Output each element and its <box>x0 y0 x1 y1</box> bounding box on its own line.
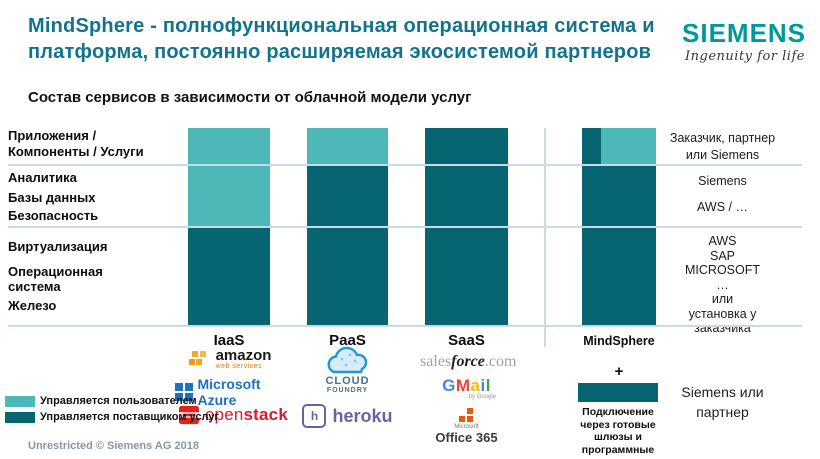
managed-by-row1: Заказчик, партнер или Siemens <box>669 131 776 162</box>
mindsphere-gateway-bar <box>578 383 658 402</box>
gmail-letter-l: l <box>485 376 491 395</box>
siemens-wordmark: SIEMENS <box>682 18 807 48</box>
gmail-letter-g: G <box>442 376 456 395</box>
bar-iaas-user <box>188 128 270 227</box>
office-wordmark: Office 365 <box>435 429 498 445</box>
azure-window-icon <box>175 383 193 401</box>
aws-cubes-icon <box>188 350 206 365</box>
mindsphere-gateway-note: Подключение через готовые шлюзы и програ… <box>580 406 656 459</box>
layer-apps-label: Приложения / Компоненты / Услуги <box>8 128 144 159</box>
column-label-paas: PaaS <box>329 332 366 349</box>
legend-swatch-user <box>5 396 35 407</box>
layer-virtualization-label: Виртуализация <box>8 239 108 254</box>
gmail-wordmark: GMail <box>425 376 508 395</box>
office-microsoft-label: Microsoft <box>454 423 479 430</box>
bar-mindsphere-provider <box>582 165 656 326</box>
mindsphere-plus: + <box>614 363 624 380</box>
managed-by-row2-siemens: Siemens <box>698 174 747 188</box>
logo-microsoft-azure: Microsoft Azure <box>175 376 285 408</box>
office-squares-icon <box>459 408 508 422</box>
gmail-letter-a: a <box>470 376 481 395</box>
legend-label-user: Управляется пользователем <box>40 395 197 407</box>
gmail-by-google: by Google <box>468 394 496 400</box>
logo-gmail: GMail by Google <box>425 376 508 400</box>
salesforce-com: .com <box>484 353 517 370</box>
openstack-wordmark: openstack <box>205 405 288 425</box>
logo-heroku: h heroku <box>300 404 395 428</box>
cloud-foundry-line1: CLOUD <box>325 375 370 387</box>
logo-openstack: openstack <box>178 404 288 426</box>
legend-swatch-provider <box>5 412 35 423</box>
siemens-logo: SIEMENS Ingenuity for life <box>682 18 808 64</box>
openstack-icon <box>178 405 199 425</box>
heroku-wordmark: heroku <box>332 405 393 426</box>
legend-label-provider: Управляется поставщиком услуг <box>40 411 220 423</box>
column-label-saas: SaaS <box>448 332 485 349</box>
layer-os-label: Операционная система <box>8 264 103 294</box>
logo-cloud-foundry: CLOUD FOUNDRY <box>307 346 388 394</box>
column-label-iaas: IaaS <box>213 332 245 349</box>
managed-by-row3: AWS SAP MICROSOFT … или установка у зака… <box>685 234 760 335</box>
page-title: MindSphere - полнофункциональная операци… <box>28 15 655 63</box>
openstack-stack: stack <box>243 405 288 424</box>
openstack-open: open <box>204 405 244 424</box>
layer-security-label: Безопасность <box>8 208 99 223</box>
bar-mindsphere-user-top <box>601 128 656 165</box>
gridline-bottom <box>8 325 802 327</box>
bar-paas-provider <box>307 165 388 326</box>
chart-subtitle: Состав сервисов в зависимости от облачно… <box>28 89 472 106</box>
siemens-tagline: Ingenuity for life <box>685 49 805 64</box>
bar-paas-user <box>307 128 388 165</box>
logo-amazon-web-services: amazon web services <box>188 347 272 370</box>
layer-hardware-label: Железо <box>8 298 57 313</box>
gmail-letter-i: i <box>480 376 486 395</box>
cloud-foundry-cloud-icon <box>327 346 367 374</box>
salesforce-force: force <box>451 353 485 370</box>
layer-databases-label: Базы данных <box>8 190 96 205</box>
managed-by-gateway: Siemens или партнер <box>681 384 764 420</box>
footer-classification: Unrestricted © Siemens AG 2018 <box>28 440 199 452</box>
gridline-row1 <box>8 164 802 166</box>
amazon-wordmark: amazon <box>215 347 272 364</box>
separator-mindsphere <box>544 128 546 347</box>
heroku-icon: h <box>302 404 327 428</box>
gridline-row2 <box>8 226 802 228</box>
logo-office-365: Microsoft Office 365 <box>425 408 508 444</box>
column-label-mindsphere: MindSphere <box>583 334 655 348</box>
bar-iaas-provider <box>188 227 270 326</box>
amazon-webservices-label: web services <box>215 363 263 370</box>
azure-wordmark: Microsoft Azure <box>197 376 261 408</box>
layer-analytics-label: Аналитика <box>8 170 77 185</box>
managed-by-row2-aws: AWS / … <box>697 200 748 214</box>
cloud-foundry-line2: FOUNDRY <box>326 387 369 394</box>
bar-mindsphere-provider-top <box>582 128 601 165</box>
gmail-letter-m: M <box>455 376 471 395</box>
salesforce-sales: sales <box>420 353 452 370</box>
logo-salesforce: salesforce.com <box>420 353 517 371</box>
